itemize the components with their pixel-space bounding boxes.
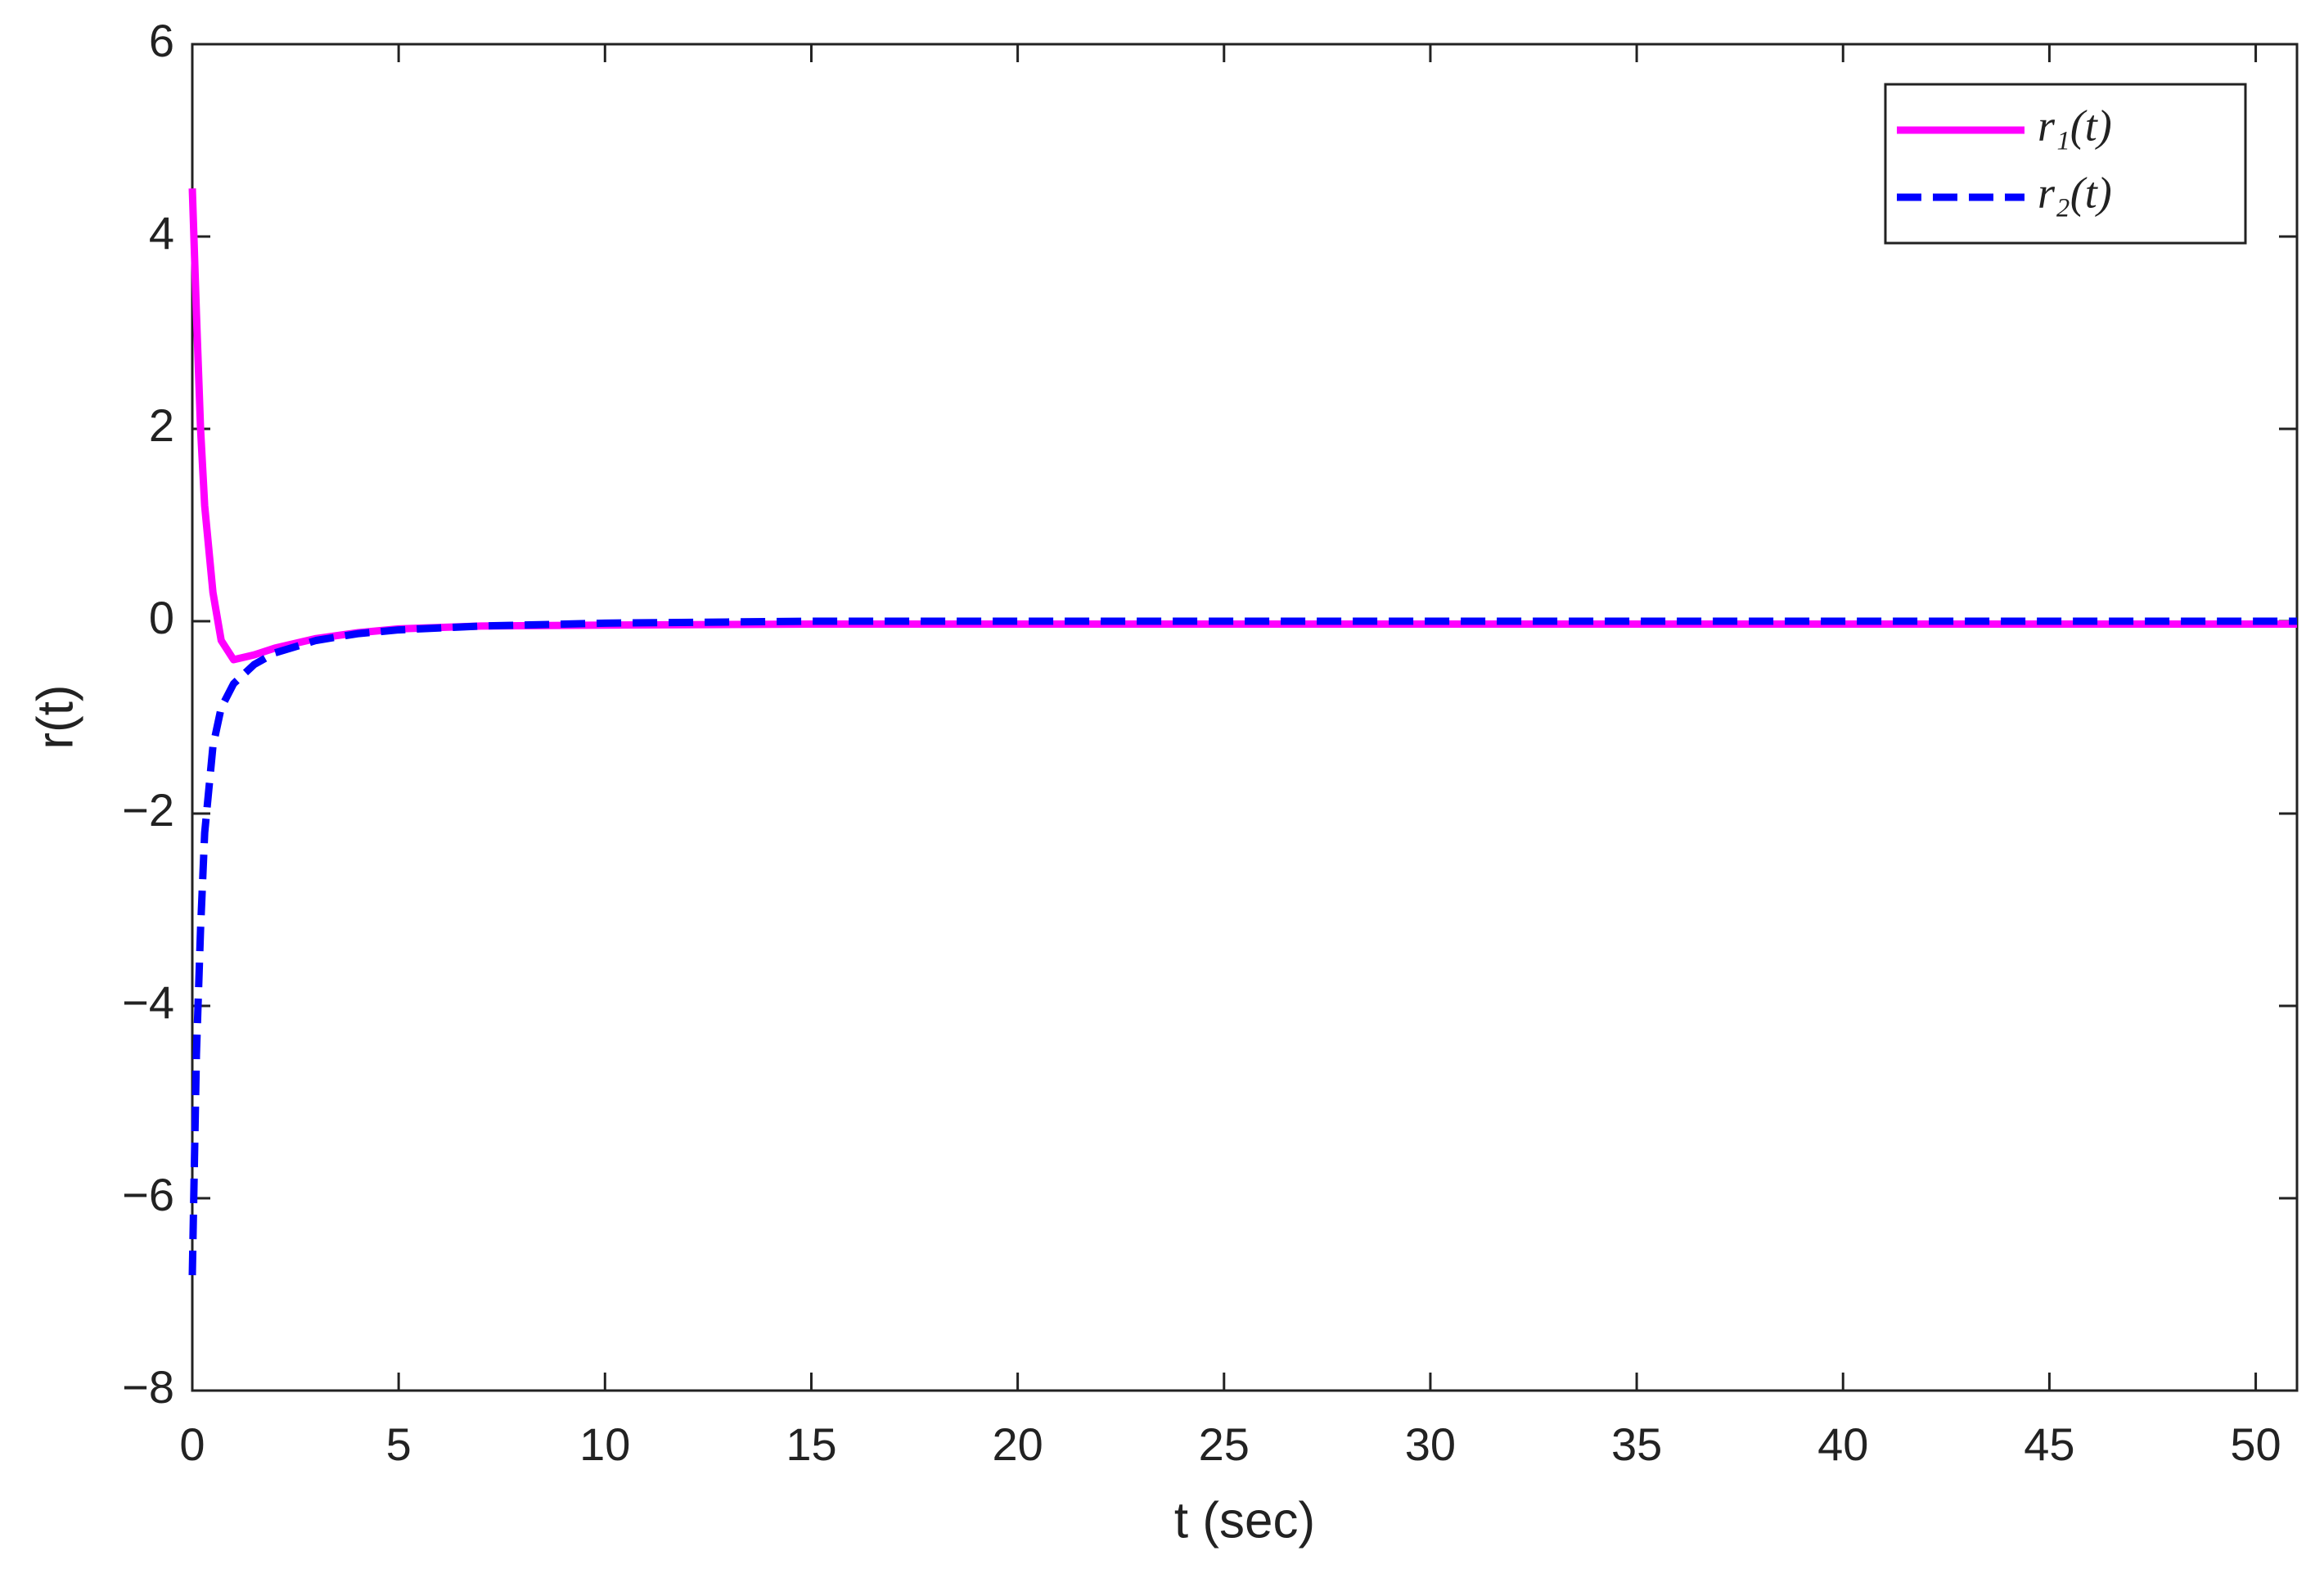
y-tick-label: −4	[122, 976, 174, 1028]
y-axis-label: r(t)	[27, 684, 83, 749]
y-tick-label: 4	[149, 207, 174, 259]
x-tick-label: 30	[1405, 1418, 1456, 1470]
x-tick-label: 35	[1611, 1418, 1662, 1470]
series-line	[188, 617, 2297, 1276]
y-tick-label: 6	[149, 15, 174, 66]
x-tick-label: 20	[992, 1418, 1043, 1470]
x-tick-label: 10	[579, 1418, 630, 1470]
x-tick-label: 15	[786, 1418, 836, 1470]
x-tick-label: 25	[1199, 1418, 1250, 1470]
x-tick-label: 5	[386, 1418, 412, 1470]
y-tick-label: −8	[122, 1361, 174, 1413]
x-tick-label: 40	[1817, 1418, 1868, 1470]
y-tick-label: 2	[149, 399, 174, 451]
legend-label: r₁(t)	[2038, 101, 2112, 150]
legend-box	[1884, 83, 2247, 245]
x-axis-label: t (sec)	[1174, 1492, 1315, 1549]
y-tick-label: −2	[122, 784, 174, 836]
x-tick-label: 0	[179, 1418, 205, 1470]
x-tick-label: 50	[2230, 1418, 2281, 1470]
plot-frame	[191, 43, 2299, 1392]
y-tick-label: 0	[149, 592, 174, 643]
x-tick-label: 45	[2024, 1418, 2074, 1470]
y-tick-label: −6	[122, 1169, 174, 1220]
legend-label: r₂(t)	[2038, 168, 2112, 217]
